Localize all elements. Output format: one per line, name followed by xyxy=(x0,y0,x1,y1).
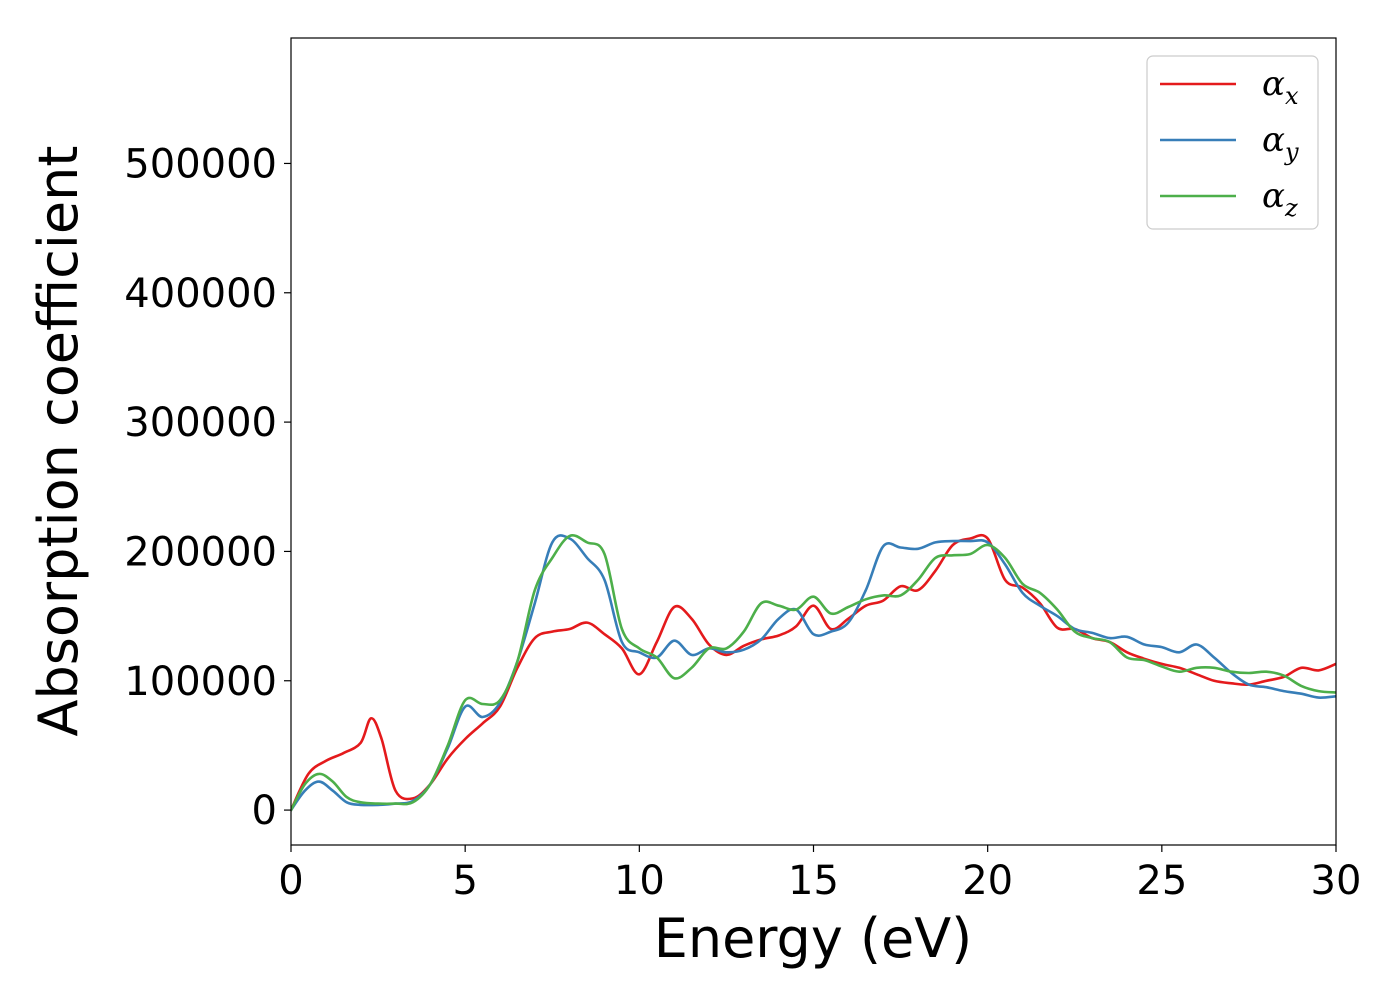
legend-subscript: x xyxy=(1285,82,1299,110)
x-tick-label: 30 xyxy=(1311,858,1362,904)
series-layer xyxy=(291,533,1336,812)
legend-box xyxy=(1146,55,1319,230)
legend-label-z: αz xyxy=(1262,176,1298,222)
legend-symbol: α xyxy=(1262,64,1285,104)
y-tick-label: 400000 xyxy=(124,271,277,317)
legend-symbol: α xyxy=(1262,120,1285,160)
legend-symbol: α xyxy=(1262,176,1285,216)
series-line-z xyxy=(291,534,1336,812)
x-tick-label: 25 xyxy=(1136,858,1187,904)
y-axis-title: Absorption coefficient xyxy=(27,146,90,737)
legend-subscript: z xyxy=(1284,194,1298,222)
y-tick-label: 200000 xyxy=(124,529,277,575)
x-ticks: 0 5 10 15 20 25 30 xyxy=(278,845,1361,904)
legend-label-y: αy xyxy=(1262,120,1299,166)
x-tick-label: 15 xyxy=(788,858,839,904)
series-line-x xyxy=(291,533,1336,812)
x-axis-title: Energy (eV) xyxy=(654,907,973,970)
y-tick-label: 500000 xyxy=(124,141,277,187)
x-tick-label: 20 xyxy=(962,858,1013,904)
y-tick-label: 300000 xyxy=(124,400,277,446)
legend-subscript: y xyxy=(1284,138,1299,166)
x-tick-label: 10 xyxy=(614,858,665,904)
y-tick-label: 100000 xyxy=(124,659,277,705)
x-tick-label: 5 xyxy=(452,858,477,904)
x-tick-label: 0 xyxy=(278,858,303,904)
y-ticks: 0 100000 200000 300000 400000 500000 xyxy=(124,141,291,834)
legend-label-x: αx xyxy=(1262,64,1299,110)
y-tick-label: 0 xyxy=(252,788,277,834)
